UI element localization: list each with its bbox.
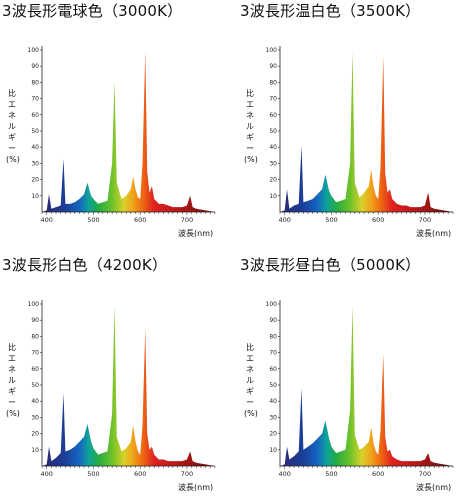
x-tick-label: 600 xyxy=(134,216,146,224)
x-axis-label: 波長(nm) xyxy=(178,483,214,492)
x-tick-label: 400 xyxy=(40,470,52,478)
y-tick-label: 60 xyxy=(269,112,277,119)
y-tick-label: 60 xyxy=(31,366,39,373)
x-tick-label: 700 xyxy=(181,216,193,224)
x-axis-label: 波長(nm) xyxy=(416,483,452,492)
chart-title: 3波長形温白色（3500K） xyxy=(240,2,421,20)
x-axis-label: 波長(nm) xyxy=(178,229,214,238)
y-tick-label: 10 xyxy=(269,193,277,200)
y-tick-label: 50 xyxy=(269,128,277,135)
y-tick-label: 40 xyxy=(31,398,39,405)
y-tick-label: 10 xyxy=(269,447,277,454)
y-tick-label: 10 xyxy=(31,447,39,454)
y-tick-label: 40 xyxy=(269,144,277,151)
spectrum-panel-3000k: 3波長形電球色（3000K） 10 20 30 40 50 60 70 80 90 100 400 5… xyxy=(0,0,232,250)
y-axis-label: 比エネルギー(%) xyxy=(244,343,258,418)
y-tick-label: 30 xyxy=(269,414,277,421)
chart-title: 3波長形電球色（3000K） xyxy=(2,2,183,20)
y-axis-label: 比エネルギー(%) xyxy=(6,343,20,418)
x-tick-label: 700 xyxy=(181,470,193,478)
y-tick-label: 20 xyxy=(269,177,277,184)
y-tick-label: 70 xyxy=(269,96,277,103)
y-tick-label: 100 xyxy=(266,47,278,54)
spectrum-area xyxy=(280,305,453,466)
x-tick-label: 500 xyxy=(325,216,337,224)
y-tick-label: 80 xyxy=(31,79,39,86)
y-tick-label: 70 xyxy=(31,96,39,103)
y-tick-label: 30 xyxy=(31,414,39,421)
y-tick-label: 80 xyxy=(269,79,277,86)
y-tick-label: 60 xyxy=(31,112,39,119)
spectrum-area xyxy=(42,305,215,466)
x-tick-label: 500 xyxy=(325,470,337,478)
y-tick-label: 90 xyxy=(31,317,39,324)
y-axis-label: 比エネルギー(%) xyxy=(244,89,258,164)
y-axis-label: 比エネルギー(%) xyxy=(6,89,20,164)
spectrum-area xyxy=(42,51,215,212)
spectrum-area xyxy=(280,51,453,212)
y-tick-label: 40 xyxy=(269,398,277,405)
y-tick-label: 20 xyxy=(31,431,39,438)
y-tick-label: 10 xyxy=(31,193,39,200)
y-tick-label: 20 xyxy=(269,431,277,438)
y-tick-label: 100 xyxy=(28,47,40,54)
y-tick-label: 50 xyxy=(31,128,39,135)
x-tick-label: 400 xyxy=(278,216,290,224)
x-tick-label: 400 xyxy=(40,216,52,224)
x-tick-label: 700 xyxy=(419,216,431,224)
chart-title: 3波長形昼白色（5000K） xyxy=(240,256,421,274)
spectrum-panel-4200k: 3波長形白色（4200K） 10 20 30 40 50 60 70 80 90 100 400 50… xyxy=(0,254,232,504)
y-tick-label: 80 xyxy=(269,333,277,340)
x-tick-label: 500 xyxy=(87,470,99,478)
spectrum-chart-3000k: 10 20 30 40 50 60 70 80 90 100 400 500 600 700 xyxy=(28,46,216,224)
y-tick-label: 80 xyxy=(31,333,39,340)
spectrum-chart-4200k: 10 20 30 40 50 60 70 80 90 100 400 500 600 700 xyxy=(28,300,216,478)
y-tick-label: 100 xyxy=(266,301,278,308)
y-tick-label: 90 xyxy=(269,317,277,324)
y-tick-label: 100 xyxy=(28,301,40,308)
y-tick-label: 50 xyxy=(31,382,39,389)
spectrum-panel-5000k: 3波長形昼白色（5000K） 10 20 30 40 50 60 70 80 90 100 400 5… xyxy=(238,254,465,504)
x-tick-label: 500 xyxy=(87,216,99,224)
y-tick-label: 90 xyxy=(31,63,39,70)
y-tick-label: 20 xyxy=(31,177,39,184)
x-axis-label: 波長(nm) xyxy=(416,229,452,238)
spectrum-chart-5000k: 10 20 30 40 50 60 70 80 90 100 400 500 600 700 xyxy=(266,300,454,478)
x-tick-label: 600 xyxy=(372,470,384,478)
spectrum-panel-3500k: 3波長形温白色（3500K） 10 20 30 40 50 60 70 80 90 100 400 5… xyxy=(238,0,465,250)
y-tick-label: 90 xyxy=(269,63,277,70)
x-tick-label: 400 xyxy=(278,470,290,478)
y-tick-label: 50 xyxy=(269,382,277,389)
y-tick-label: 70 xyxy=(31,350,39,357)
x-tick-label: 600 xyxy=(372,216,384,224)
y-tick-label: 30 xyxy=(269,160,277,167)
chart-title: 3波長形白色（4200K） xyxy=(2,256,168,274)
y-tick-label: 70 xyxy=(269,350,277,357)
spectrum-chart-3500k: 10 20 30 40 50 60 70 80 90 100 400 500 600 700 xyxy=(266,46,454,224)
y-tick-label: 40 xyxy=(31,144,39,151)
y-tick-label: 60 xyxy=(269,366,277,373)
x-tick-label: 600 xyxy=(134,470,146,478)
x-tick-label: 700 xyxy=(419,470,431,478)
y-tick-label: 30 xyxy=(31,160,39,167)
